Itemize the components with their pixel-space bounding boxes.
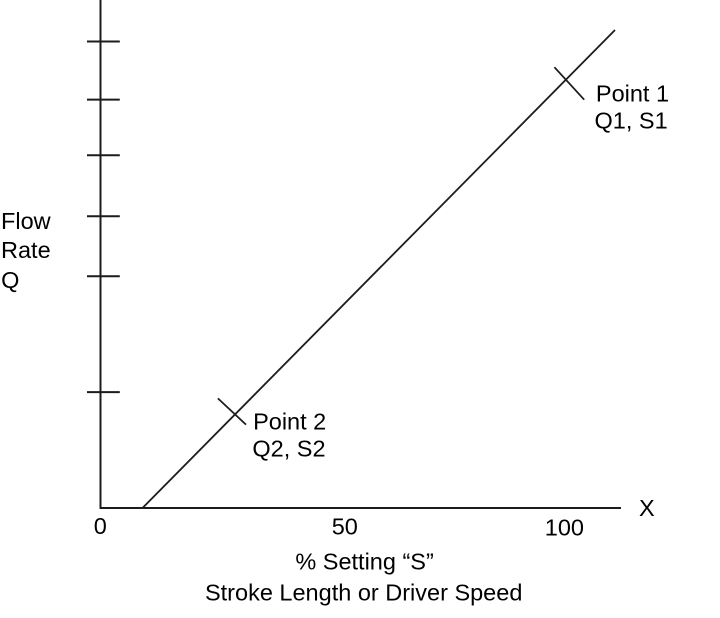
svg-text:Point 1: Point 1 xyxy=(596,81,669,107)
svg-text:Q: Q xyxy=(1,267,19,293)
svg-text:Q2, S2: Q2, S2 xyxy=(252,436,325,462)
svg-text:Stroke Length or Driver Speed: Stroke Length or Driver Speed xyxy=(205,580,522,606)
svg-text:Point 2: Point 2 xyxy=(253,408,326,434)
svg-text:Flow: Flow xyxy=(1,208,52,234)
svg-text:100: 100 xyxy=(545,514,584,540)
svg-text:50: 50 xyxy=(332,514,358,540)
svg-text:Q1, S1: Q1, S1 xyxy=(595,108,668,134)
svg-text:% Setting “S”: % Setting “S” xyxy=(295,549,433,575)
svg-text:X: X xyxy=(639,495,655,521)
svg-text:0: 0 xyxy=(94,513,107,539)
svg-text:Rate: Rate xyxy=(1,237,51,263)
